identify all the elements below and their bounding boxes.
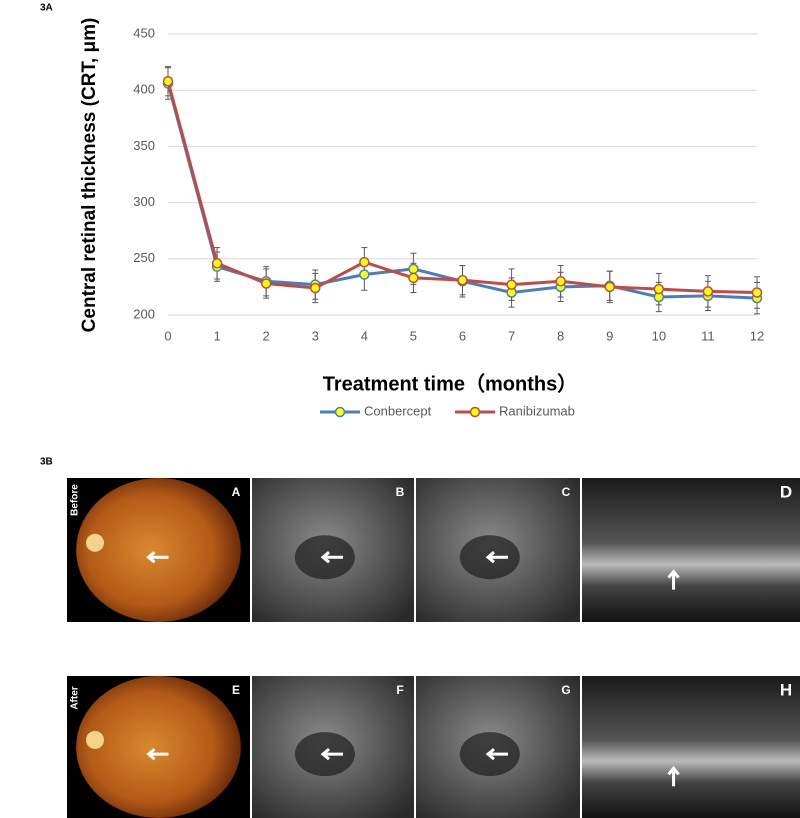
chart-label: 3A xyxy=(40,3,53,14)
x-axis-label: Treatment time（months） xyxy=(323,372,577,395)
x-tick-label: 3 xyxy=(312,328,319,343)
x-tick-label: 1 xyxy=(213,328,220,343)
marker xyxy=(604,281,615,293)
y-tick-label: 450 xyxy=(133,25,155,40)
panel-letter: E xyxy=(232,683,240,697)
legend-label: Conbercept xyxy=(364,403,432,418)
marker xyxy=(457,274,468,286)
arrow xyxy=(485,551,508,564)
arrow xyxy=(146,551,169,564)
arrow xyxy=(320,747,343,761)
x-tick-label: 6 xyxy=(459,328,466,343)
x-tick-label: 4 xyxy=(361,328,368,343)
x-tick-label: 7 xyxy=(508,328,515,343)
arrow xyxy=(667,569,680,590)
x-tick-label: 12 xyxy=(750,328,764,343)
x-tick-label: 9 xyxy=(606,328,613,343)
marker xyxy=(359,256,370,268)
oct xyxy=(582,676,800,818)
optic-disc xyxy=(86,533,104,552)
panel-letter: C xyxy=(562,485,571,499)
series-line xyxy=(166,80,758,295)
marker xyxy=(653,283,665,295)
marker xyxy=(702,286,714,297)
y-tick-label: 300 xyxy=(133,194,155,209)
arrow xyxy=(320,551,343,564)
legend-marker xyxy=(469,406,481,418)
panel-letter: D xyxy=(780,482,792,501)
image-panel: After E xyxy=(67,676,250,818)
legend-label: Ranibizumab xyxy=(499,403,575,418)
marker xyxy=(555,276,566,287)
x-tick-label: 10 xyxy=(652,328,666,343)
panel-letter: G xyxy=(561,683,570,697)
x-tick-label: 8 xyxy=(557,328,564,343)
fundus xyxy=(76,478,241,622)
image-panel: H xyxy=(582,676,800,818)
marker xyxy=(162,75,174,87)
image-panel: G xyxy=(416,676,580,818)
panel-letter: A xyxy=(232,485,241,499)
y-tick-label: 250 xyxy=(133,250,155,265)
y-axis-label: Central retinal thickness (CRT, μm) xyxy=(79,18,100,333)
marker xyxy=(359,269,370,280)
marker xyxy=(211,258,223,269)
arrow xyxy=(146,747,169,761)
fundus xyxy=(76,676,241,818)
panel-letter: H xyxy=(780,680,792,699)
images-label: 3B xyxy=(40,457,53,468)
image-panel: F xyxy=(252,676,414,818)
marker xyxy=(310,282,321,294)
image-panel: B xyxy=(252,478,414,622)
y-tick-label: 400 xyxy=(133,82,155,97)
image-panel: D xyxy=(582,478,800,622)
image-panel: C xyxy=(416,478,580,622)
marker xyxy=(408,263,419,275)
y-tick-label: 200 xyxy=(133,306,155,321)
image-panel: Before A xyxy=(67,478,250,622)
optic-disc xyxy=(86,730,104,749)
arrow xyxy=(485,747,508,761)
marker xyxy=(260,278,272,289)
panel-letter: F xyxy=(396,683,403,697)
row-label: After xyxy=(70,686,81,709)
x-tick-label: 11 xyxy=(701,328,715,343)
x-tick-label: 2 xyxy=(263,328,270,343)
arrow xyxy=(667,765,680,787)
oct xyxy=(582,478,800,622)
panel-letter: B xyxy=(396,485,405,499)
x-tick-label: 5 xyxy=(410,328,417,343)
marker xyxy=(751,287,763,298)
x-tick-label: 0 xyxy=(164,328,171,343)
row-label: Before xyxy=(70,484,81,516)
legend-marker xyxy=(334,406,346,418)
marker xyxy=(506,279,517,290)
y-tick-label: 350 xyxy=(133,138,155,153)
marker xyxy=(408,272,419,284)
